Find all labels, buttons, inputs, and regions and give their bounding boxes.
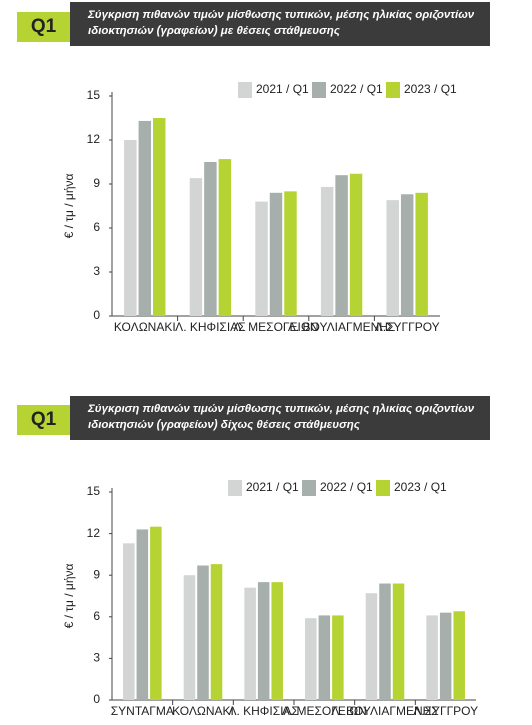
bar [386, 200, 399, 316]
y-axis-title: € / τμ / μήνα [62, 564, 76, 629]
x-tick-label: Λ.ΣΥΓΓΡΟΥ [375, 320, 440, 334]
legend-label: 2023 / Q1 [394, 480, 447, 494]
bar [415, 192, 428, 316]
y-tick-label: 3 [93, 651, 100, 665]
y-tick-label: 15 [87, 484, 101, 498]
chart-title: Σύγκριση πιθανών τιμών μίσθωσης τυπικών,… [70, 396, 490, 440]
x-tick-label: Λ. ΜΕΣΟΓΕΙΩΝ [282, 704, 367, 718]
y-tick-label: 15 [87, 88, 101, 102]
legend-swatch [302, 480, 316, 496]
y-tick-label: 9 [93, 176, 100, 190]
bar [284, 191, 297, 316]
legend-swatch [312, 82, 326, 98]
bar [392, 583, 405, 700]
y-tick-label: 12 [87, 526, 101, 540]
bar [426, 615, 438, 700]
x-tick-label: Λ. ΒΟΥΛΙΑΓΜΕΝΗΣ [331, 704, 438, 718]
y-tick-label: 0 [93, 692, 100, 706]
bar [183, 575, 196, 700]
y-tick-label: 9 [93, 567, 100, 581]
legend-label: 2021 / Q1 [246, 480, 299, 494]
bar [318, 615, 331, 700]
x-tick-label: Λ. ΒΟΥΛΙΑΓΜΕΝΗΣ [288, 320, 395, 334]
bar [335, 175, 348, 316]
legend-swatch [376, 480, 390, 496]
legend-label: 2022 / Q1 [330, 82, 383, 96]
bar [320, 186, 334, 316]
bar [123, 543, 135, 700]
legend-swatch [228, 480, 242, 496]
bar [150, 526, 162, 700]
legend-label: 2022 / Q1 [320, 480, 373, 494]
legend-swatch [238, 82, 252, 98]
bar [138, 120, 152, 316]
bar [379, 583, 391, 700]
x-tick-label: ΚΟΛΩΝΑΚΙ [172, 704, 234, 718]
bar [365, 593, 378, 700]
bar [197, 565, 209, 700]
bar [136, 529, 149, 700]
x-tick-label: Λ.ΣΥΓΓΡΟΥ [413, 704, 478, 718]
bar [257, 582, 270, 700]
bar [153, 118, 166, 316]
x-tick-label: ΚΟΛΩΝΑΚΙ [114, 320, 176, 334]
bar [204, 162, 217, 316]
x-tick-label: ΣΥΝΤΑΓΜΑ [111, 704, 174, 718]
bar [439, 612, 452, 700]
bar [400, 194, 414, 316]
badge: Q1 [17, 405, 70, 435]
bar [271, 582, 283, 700]
x-tick-label: Λ. ΜΕΣΟΓΕΙΩΝ [233, 320, 318, 334]
y-tick-label: 6 [93, 609, 100, 623]
y-tick-label: 0 [93, 308, 100, 322]
x-tick-label: Λ. ΚΗΦΙΣΙΑΣ [175, 320, 245, 334]
bar [124, 140, 137, 316]
bar [349, 173, 363, 316]
bar [332, 615, 344, 700]
badge: Q1 [17, 12, 70, 42]
bar [189, 178, 203, 316]
bar [269, 192, 283, 316]
y-axis-title: € / τμ / μήνα [62, 174, 76, 239]
x-tick-label: Λ. ΚΗΦΙΣΙΑΣ [228, 704, 298, 718]
bar [210, 564, 223, 700]
bar [305, 618, 317, 700]
legend-swatch [386, 82, 400, 98]
y-tick-label: 6 [93, 220, 100, 234]
chart-title: Σύγκριση πιθανών τιμών μίσθωσης τυπικών,… [70, 2, 490, 46]
legend-label: 2021 / Q1 [256, 82, 309, 96]
legend-label: 2023 / Q1 [404, 82, 457, 96]
bar [255, 201, 268, 316]
y-tick-label: 3 [93, 264, 100, 278]
y-tick-label: 12 [87, 132, 101, 146]
bar [453, 611, 465, 700]
bar [218, 159, 232, 316]
bar [244, 587, 256, 700]
